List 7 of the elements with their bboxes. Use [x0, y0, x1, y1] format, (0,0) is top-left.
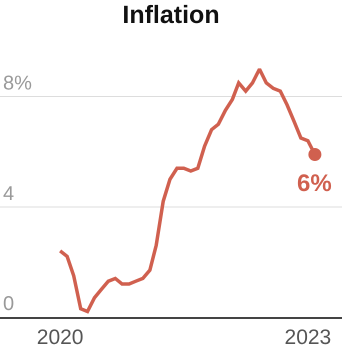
x-tick-label: 2023 — [284, 326, 332, 349]
y-tick-label: 4 — [3, 182, 14, 205]
x-tick-label: 2020 — [36, 326, 84, 349]
y-tick-label: 8% — [3, 72, 32, 95]
y-tick-label: 0 — [3, 293, 14, 315]
annotation: 6% — [297, 170, 332, 197]
chart-title: Inflation — [122, 0, 220, 29]
